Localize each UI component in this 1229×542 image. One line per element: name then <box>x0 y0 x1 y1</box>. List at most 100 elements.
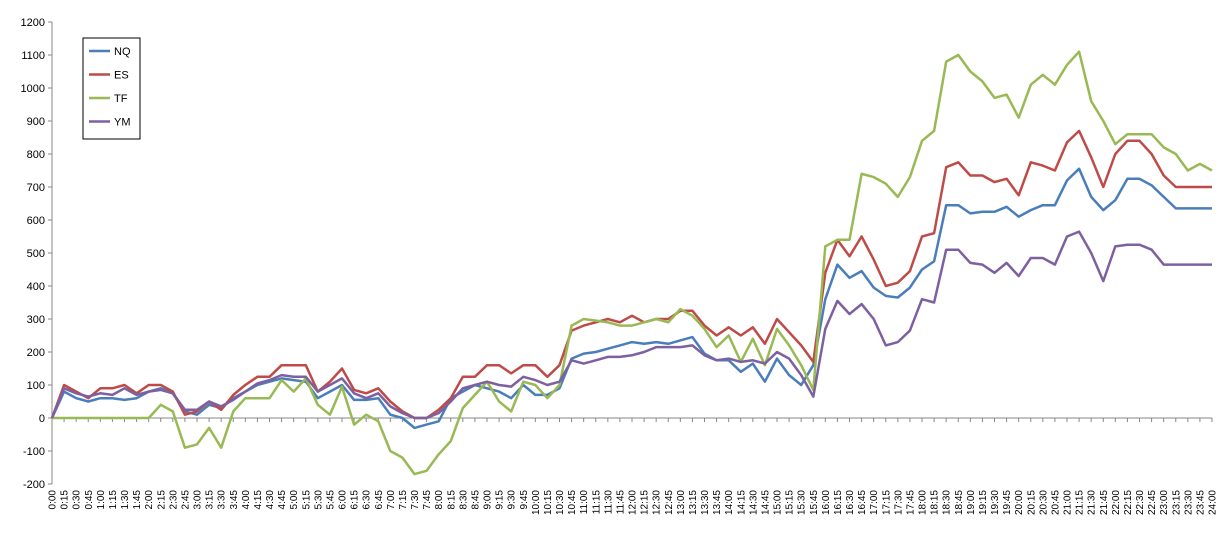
x-tick-label: 8:00 <box>434 490 445 510</box>
x-tick-label: 2:30 <box>168 490 179 510</box>
x-tick-label: 1:45 <box>132 490 143 510</box>
legend-box <box>82 37 141 140</box>
x-tick-label: 7:30 <box>410 490 421 510</box>
x-tick-label: 5:15 <box>301 490 312 510</box>
x-tick-label: 13:00 <box>676 490 687 515</box>
series-lines <box>50 50 1213 476</box>
x-tick-label: 16:00 <box>821 490 832 515</box>
x-tick-label: 10:00 <box>531 490 542 515</box>
x-tick-label: 0:45 <box>84 490 95 510</box>
x-tick-label: 7:00 <box>386 490 397 510</box>
x-tick-label: 20:45 <box>1050 490 1061 515</box>
x-tick-labels: 0:00 0:15 0:30 0:45 1:00 1:15 1:30 1:45 2:00 2:15… <box>48 490 1219 515</box>
x-tick-label: 21:15 <box>1075 490 1086 515</box>
x-tick-label: 5:30 <box>313 490 324 510</box>
x-tick-label: 16:15 <box>833 490 844 515</box>
x-tick-label: 17:00 <box>869 490 880 515</box>
y-tick-label: 0 <box>39 413 45 425</box>
x-tick-label: 3:00 <box>193 490 204 510</box>
y-tick-label: -100 <box>23 446 45 458</box>
x-tick-label: 11:15 <box>591 490 602 515</box>
y-tick-label: 1200 <box>21 17 45 29</box>
x-tick-label: 14:30 <box>748 490 759 515</box>
x-tick-label: 18:15 <box>930 490 941 515</box>
x-tick-label: 8:45 <box>470 490 481 510</box>
x-tick-label: 9:45 <box>519 490 530 510</box>
x-tick-label: 6:00 <box>338 490 349 510</box>
y-tick-label: 900 <box>27 116 45 128</box>
x-tick-label: 10:15 <box>543 490 554 515</box>
x-tick-label: 19:45 <box>1002 490 1013 515</box>
x-tick-label: 14:15 <box>736 490 747 515</box>
x-tick-label: 11:30 <box>603 490 614 515</box>
legend: NQ ES TF YM <box>82 37 141 140</box>
x-tick-label: 20:30 <box>1038 490 1049 515</box>
y-tick-label: 700 <box>27 182 45 194</box>
x-tick-label: 9:15 <box>495 490 506 510</box>
x-tick-label: 20:00 <box>1014 490 1025 515</box>
x-tick-label: 23:45 <box>1195 490 1206 515</box>
x-tick-label: 6:15 <box>350 490 361 510</box>
y-tick-labels: -200 -100 0 100 200 300 400 500 600 700 800 900 1000… <box>21 17 45 491</box>
x-tick-label: 4:45 <box>277 490 288 510</box>
x-tick-label: 22:15 <box>1123 490 1134 515</box>
x-tick-label: 0:15 <box>60 490 71 510</box>
x-tick-label: 23:15 <box>1171 490 1182 515</box>
x-tick-label: 15:00 <box>773 490 784 515</box>
x-tick-label: 13:30 <box>700 490 711 515</box>
y-tick-label: 300 <box>27 314 45 326</box>
x-tick-label: 24:00 <box>1208 490 1219 515</box>
y-tick-label: 800 <box>27 149 45 161</box>
x-tick-label: 15:45 <box>809 490 820 515</box>
x-tick-label: 2:00 <box>144 490 155 510</box>
x-tick-label: 1:15 <box>108 490 119 510</box>
x-tick-label: 18:00 <box>918 490 929 515</box>
legend-label-nq: NQ <box>114 46 131 58</box>
x-tick-label: 15:15 <box>785 490 796 515</box>
x-tick-label: 8:15 <box>446 490 457 510</box>
x-tick-label: 23:30 <box>1183 490 1194 515</box>
x-tick-label: 12:45 <box>664 490 675 515</box>
series-line-ym <box>50 230 1212 420</box>
x-tick-label: 13:15 <box>688 490 699 515</box>
x-tick-label: 3:15 <box>205 490 216 510</box>
y-tick-label: 400 <box>27 281 45 293</box>
x-tick-label: 1:30 <box>120 490 131 510</box>
x-tick-label: 21:45 <box>1099 490 1110 515</box>
x-tick-label: 9:00 <box>483 490 494 510</box>
x-tick-label: 7:15 <box>398 490 409 510</box>
x-tick-label: 0:30 <box>72 490 83 510</box>
x-tick-label: 1:00 <box>96 490 107 510</box>
x-tick-label: 4:00 <box>241 490 252 510</box>
axes <box>48 21 1213 485</box>
series-line-es <box>50 129 1212 420</box>
x-tick-label: 4:15 <box>253 490 264 510</box>
x-tick-label: 5:45 <box>325 490 336 510</box>
x-tick-label: 10:45 <box>567 490 578 515</box>
x-tick-label: 20:15 <box>1026 490 1037 515</box>
x-tick-label: 4:30 <box>265 490 276 510</box>
x-tick-label: 22:45 <box>1147 490 1158 515</box>
x-tick-label: 21:00 <box>1063 490 1074 515</box>
x-tick-label: 8:30 <box>458 490 469 510</box>
x-tick-label: 9:30 <box>507 490 518 510</box>
x-tick-label: 6:30 <box>362 490 373 510</box>
x-tick-label: 3:45 <box>229 490 240 510</box>
x-tick-label: 2:15 <box>156 490 167 510</box>
x-tick-label: 16:30 <box>845 490 856 515</box>
x-tick-label: 22:00 <box>1111 490 1122 515</box>
x-tick-label: 0:00 <box>48 490 59 510</box>
x-tick-label: 13:45 <box>712 490 723 515</box>
x-tick-label: 19:30 <box>990 490 1001 515</box>
x-tick-label: 17:30 <box>893 490 904 515</box>
legend-label-ym: YM <box>114 117 131 129</box>
y-tick-label: 200 <box>27 347 45 359</box>
legend-label-es: ES <box>114 70 129 82</box>
y-tick-label: 1000 <box>21 83 45 95</box>
x-tick-label: 19:15 <box>978 490 989 515</box>
x-tick-label: 17:15 <box>881 490 892 515</box>
y-tick-label: 500 <box>27 248 45 260</box>
x-tick-label: 16:45 <box>857 490 868 515</box>
x-tick-label: 14:00 <box>724 490 735 515</box>
